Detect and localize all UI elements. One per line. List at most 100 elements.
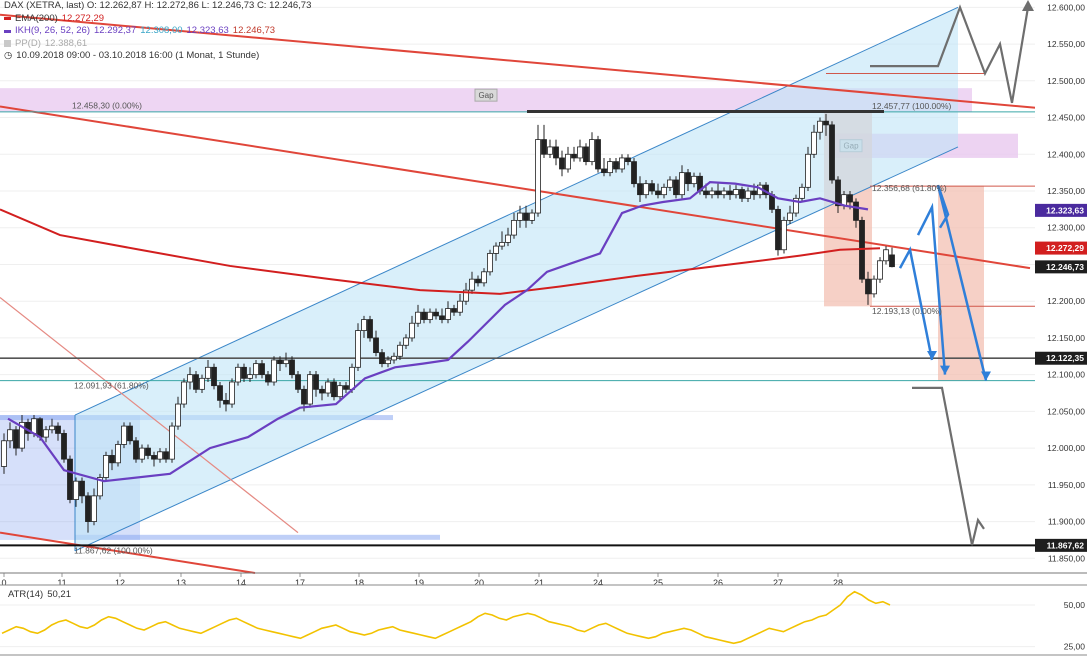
candle: [253, 363, 259, 376]
x-tick-label: 25: [653, 578, 663, 588]
candle: [451, 308, 457, 313]
y-tick-label: 11.900,00: [1048, 517, 1085, 527]
candle: [625, 157, 631, 163]
arrow-head-blue: [981, 371, 991, 381]
candle: [523, 212, 529, 221]
legend-range-row: ◷ 10.09.2018 09:00 - 03.10.2018 16:00 (1…: [4, 50, 311, 63]
candle: [367, 319, 373, 339]
candle: [355, 330, 361, 368]
candle: [265, 374, 271, 383]
candle: [601, 168, 607, 174]
candle: [547, 146, 553, 155]
atr-value: 50,21: [47, 589, 71, 600]
candle: [721, 190, 727, 196]
atr-y-tick-label: 50,00: [1064, 600, 1086, 610]
candle: [427, 311, 433, 320]
candle: [655, 190, 661, 196]
lower-down-trendline: [0, 531, 256, 574]
x-tick-label: 21: [534, 578, 544, 588]
candle: [229, 381, 235, 405]
candle: [853, 201, 859, 221]
candle: [373, 337, 379, 354]
fib-annotation: 12.193,13 (0.00%): [872, 306, 942, 316]
rising-channel: [75, 7, 958, 551]
candle: [175, 403, 181, 427]
candle: [553, 146, 559, 159]
candle: [613, 161, 619, 170]
candle: [379, 352, 385, 365]
ema-value: 12.272,29: [61, 12, 105, 24]
candle: [703, 190, 709, 196]
ikh-value-4: 12.246,73: [232, 25, 276, 36]
ema200-line: [0, 208, 881, 295]
candle: [301, 388, 307, 405]
candle: [187, 374, 193, 383]
candle: [733, 189, 739, 196]
candle: [799, 186, 805, 199]
candle: [871, 278, 877, 295]
candle: [709, 190, 715, 196]
candle: [217, 385, 223, 401]
candle: [583, 146, 589, 163]
y-tick-label: 12.500,00: [1047, 76, 1085, 86]
candle: [421, 311, 427, 320]
candle: [829, 124, 835, 181]
candle: [649, 183, 655, 192]
legend-ema-row[interactable]: EMA(200) 12.272,29: [4, 13, 311, 26]
middle-down-trendline: [0, 105, 1031, 270]
candle: [409, 322, 415, 339]
price-tag-label: 12.323,63: [1046, 205, 1084, 215]
candle: [883, 249, 889, 262]
pp-swatch: [4, 40, 11, 48]
y-tick-label: 11.850,00: [1048, 553, 1085, 563]
candle: [739, 189, 745, 199]
legend-symbol-row: DAX (XETRA, last) O: 12.262,87 H: 12.272…: [4, 0, 311, 13]
x-tick-label: 26: [713, 578, 723, 588]
candle: [445, 308, 451, 320]
candle: [643, 183, 649, 196]
candle: [19, 422, 25, 449]
atr-legend[interactable]: ATR(14) 50,21: [4, 589, 71, 600]
price-tag-label: 11.867,62: [1047, 540, 1085, 550]
candle: [61, 433, 67, 460]
candle: [817, 120, 823, 133]
candle: [727, 190, 733, 196]
candle: [271, 359, 277, 383]
atr-y-tick-label: 25,00: [1064, 642, 1086, 652]
y-tick-label: 12.350,00: [1047, 186, 1085, 196]
candle: [7, 429, 13, 442]
blue-band-lower: [75, 534, 440, 540]
candle: [877, 260, 883, 280]
ikh-label: IKH(9, 26, 52, 26): [15, 25, 90, 36]
ikh-swatch: [4, 29, 11, 33]
candle: [685, 172, 691, 185]
y-tick-label: 12.450,00: [1047, 113, 1085, 123]
candle: [637, 183, 643, 196]
candle: [43, 429, 49, 438]
candle: [289, 359, 295, 376]
candle: [541, 139, 547, 155]
candle: [31, 418, 37, 434]
legend-ikh-row[interactable]: IKH(9, 26, 52, 26) 12.292,37 12.308,00 1…: [4, 25, 311, 38]
candle: [361, 319, 367, 331]
candle: [793, 197, 799, 214]
legend-pp-row[interactable]: PP(D) 12.388,61: [4, 38, 311, 51]
candle: [133, 440, 139, 460]
candle: [85, 495, 91, 522]
candle: [73, 480, 79, 500]
price-tag-label: 12.122,35: [1046, 353, 1084, 363]
y-tick-label: 12.600,00: [1047, 2, 1085, 12]
candle: [259, 363, 265, 376]
price-tag-label: 12.246,73: [1046, 262, 1084, 272]
candle: [283, 359, 289, 365]
ema-label: EMA(200): [15, 12, 58, 24]
candle: [787, 212, 793, 221]
candle: [775, 208, 781, 251]
price-tag: [1035, 241, 1087, 255]
candle: [343, 385, 349, 390]
x-tick-label: 12: [115, 578, 125, 588]
arrow-head-blue: [940, 365, 950, 375]
candle: [715, 190, 721, 196]
candle: [193, 374, 199, 390]
